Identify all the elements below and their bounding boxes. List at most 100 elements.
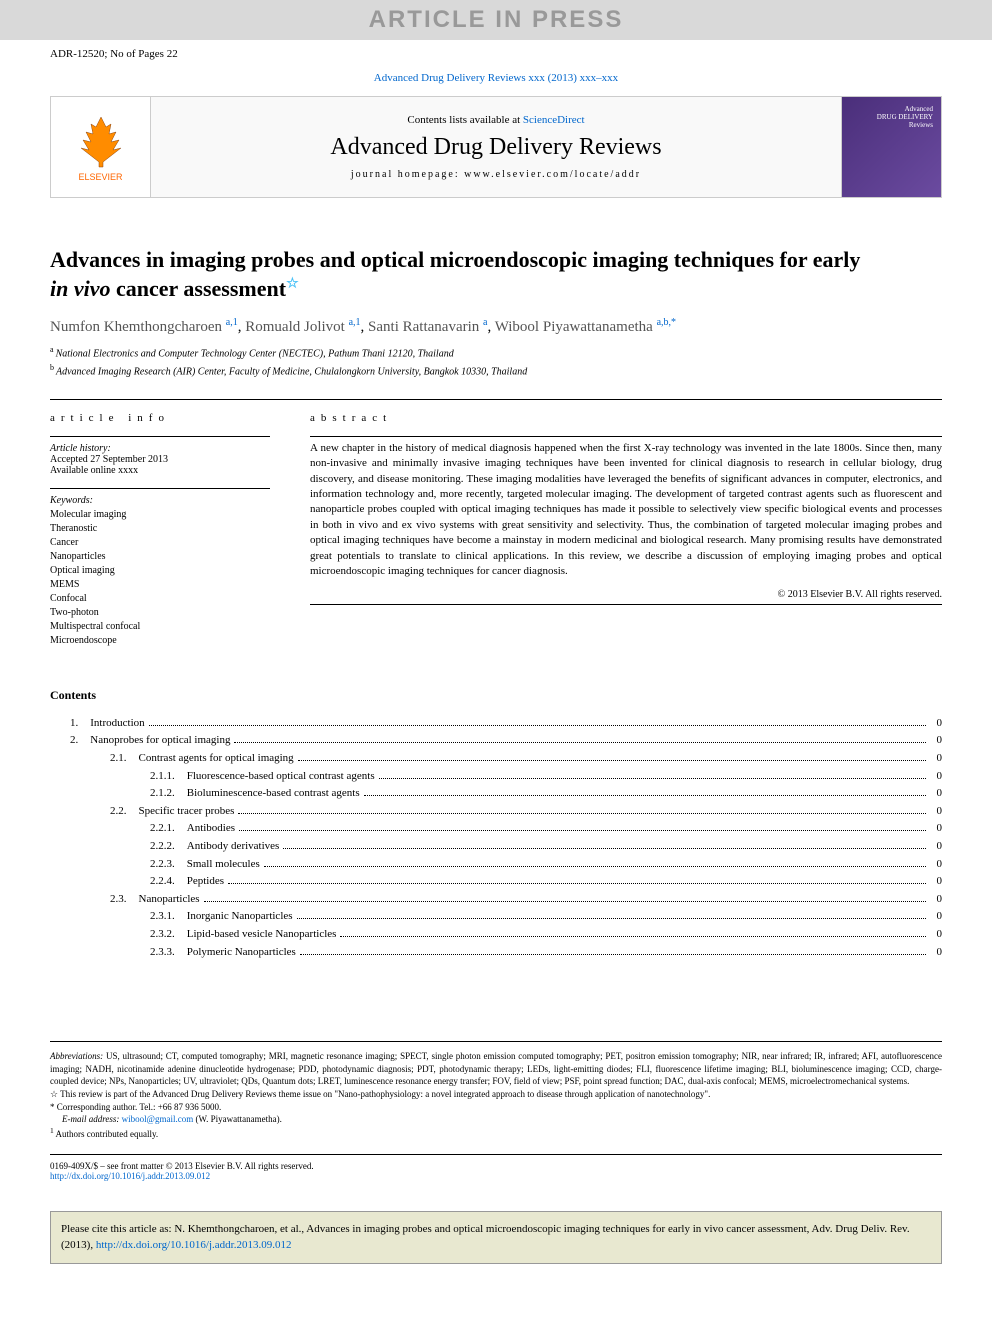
toc-dots bbox=[364, 795, 926, 796]
toc-title: Lipid-based vesicle Nanoparticles bbox=[187, 926, 337, 944]
toc-dots bbox=[228, 883, 926, 884]
toc-number: 2.3.2. bbox=[150, 926, 175, 944]
cite-doi-link[interactable]: http://dx.doi.org/10.1016/j.addr.2013.09… bbox=[96, 1239, 292, 1251]
toc-dots bbox=[283, 848, 926, 849]
toc-dots bbox=[234, 742, 926, 743]
toc-row[interactable]: 2.2.3. Small molecules 0 bbox=[50, 856, 942, 874]
toc-number: 2.3.1. bbox=[150, 908, 175, 926]
corresponding-note: * Corresponding author. Tel.: +66 87 936… bbox=[50, 1101, 942, 1114]
history-block: Article history: Accepted 27 September 2… bbox=[50, 436, 270, 476]
toc-dots bbox=[340, 936, 926, 937]
toc-row[interactable]: 2.Nanoprobes for optical imaging0 bbox=[50, 732, 942, 750]
toc-row[interactable]: 2.2.Specific tracer probes0 bbox=[50, 803, 942, 821]
toc-dots bbox=[297, 918, 926, 919]
toc-row[interactable]: 2.1.Contrast agents for optical imaging0 bbox=[50, 750, 942, 768]
abstract-copyright: © 2013 Elsevier B.V. All rights reserved… bbox=[310, 589, 942, 600]
toc-dots bbox=[239, 830, 926, 831]
footer-notes: Abbreviations: US, ultrasound; CT, compu… bbox=[50, 1041, 942, 1140]
toc-row[interactable]: 1.Introduction0 bbox=[50, 715, 942, 733]
table-of-contents: 1.Introduction02.Nanoprobes for optical … bbox=[50, 715, 942, 961]
affiliation: a National Electronics and Computer Tech… bbox=[50, 344, 942, 361]
author: Wibool Piyawattanametha a,b,* bbox=[495, 319, 676, 335]
keyword: Cancer bbox=[50, 536, 270, 550]
toc-page: 0 bbox=[930, 891, 942, 909]
header-row: ADR-12520; No of Pages 22 bbox=[0, 40, 992, 68]
toc-title: Small molecules bbox=[187, 856, 260, 874]
toc-row[interactable]: 2.3.Nanoparticles0 bbox=[50, 891, 942, 909]
abstract-sep-bottom bbox=[310, 604, 942, 605]
toc-number: 1. bbox=[70, 715, 78, 733]
contents-line: Contents lists available at ScienceDirec… bbox=[161, 114, 831, 126]
journal-center: Contents lists available at ScienceDirec… bbox=[151, 104, 841, 190]
keyword: MEMS bbox=[50, 578, 270, 592]
email-link[interactable]: wibool@gmail.com bbox=[122, 1114, 194, 1124]
citation-box: Please cite this article as: N. Khemthon… bbox=[50, 1211, 942, 1264]
banner-text: ARTICLE IN PRESS bbox=[369, 6, 624, 34]
toc-row[interactable]: 2.1.2.Bioluminescence-based contrast age… bbox=[50, 785, 942, 803]
toc-number: 2.1.1. bbox=[150, 768, 175, 786]
journal-cover-thumbnail[interactable]: Advanced DRUG DELIVERY Reviews bbox=[841, 97, 941, 197]
toc-row[interactable]: 2.1.1.Fluorescence-based optical contras… bbox=[50, 768, 942, 786]
toc-page: 0 bbox=[930, 785, 942, 803]
toc-number: 2.2.3. bbox=[150, 856, 175, 874]
elsevier-tree-icon bbox=[71, 112, 131, 172]
toc-title: Antibody derivatives bbox=[187, 838, 280, 856]
author: Santi Rattanavarin a bbox=[368, 319, 487, 335]
affiliations: a National Electronics and Computer Tech… bbox=[50, 344, 942, 379]
elsevier-label: ELSEVIER bbox=[78, 172, 122, 182]
abstract-sep bbox=[310, 436, 942, 437]
toc-number: 2.3.3. bbox=[150, 944, 175, 962]
toc-page: 0 bbox=[930, 926, 942, 944]
keyword: Multispectral confocal bbox=[50, 620, 270, 634]
toc-page: 0 bbox=[930, 873, 942, 891]
keyword: Molecular imaging bbox=[50, 508, 270, 522]
title-rest: cancer assessment bbox=[111, 276, 287, 301]
toc-page: 0 bbox=[930, 732, 942, 750]
toc-page: 0 bbox=[930, 820, 942, 838]
elsevier-logo[interactable]: ELSEVIER bbox=[51, 97, 151, 197]
citation-link[interactable]: Advanced Drug Delivery Reviews xxx (2013… bbox=[0, 68, 992, 88]
keyword: Theranostic bbox=[50, 522, 270, 536]
toc-title: Bioluminescence-based contrast agents bbox=[187, 785, 360, 803]
toc-number: 2.3. bbox=[110, 891, 127, 909]
online-date: Available online xxxx bbox=[50, 465, 270, 476]
author: Romuald Jolivot a,1 bbox=[245, 319, 360, 335]
equal-text: Authors contributed equally. bbox=[54, 1129, 158, 1139]
homepage-url: www.elsevier.com/locate/addr bbox=[464, 169, 641, 180]
doi-link[interactable]: http://dx.doi.org/10.1016/j.addr.2013.09… bbox=[50, 1171, 210, 1181]
email-note: E-mail address: wibool@gmail.com (W. Piy… bbox=[50, 1113, 942, 1126]
title-italic: in vivo bbox=[50, 276, 111, 301]
toc-title: Nanoprobes for optical imaging bbox=[90, 732, 230, 750]
toc-number: 2.2.2. bbox=[150, 838, 175, 856]
toc-page: 0 bbox=[930, 944, 942, 962]
keywords-label: Keywords: bbox=[50, 495, 270, 506]
keyword: Two-photon bbox=[50, 606, 270, 620]
toc-row[interactable]: 2.2.1.Antibodies0 bbox=[50, 820, 942, 838]
toc-row[interactable]: 2.3.1.Inorganic Nanoparticles0 bbox=[50, 908, 942, 926]
toc-page: 0 bbox=[930, 856, 942, 874]
review-note-text: This review is part of the Advanced Drug… bbox=[58, 1089, 710, 1099]
toc-row[interactable]: 2.2.4.Peptides0 bbox=[50, 873, 942, 891]
affiliation: b Advanced Imaging Research (AIR) Center… bbox=[50, 362, 942, 379]
sciencedirect-link[interactable]: ScienceDirect bbox=[523, 114, 585, 126]
abstract-label: abstract bbox=[310, 412, 942, 424]
author-sup: a bbox=[483, 317, 487, 328]
toc-row[interactable]: 2.3.2. Lipid-based vesicle Nanoparticles 0 bbox=[50, 926, 942, 944]
author-sup: a,b,* bbox=[657, 317, 676, 328]
abbrev-label: Abbreviations: bbox=[50, 1051, 103, 1061]
keywords-block: Keywords: Molecular imagingTheranosticCa… bbox=[50, 488, 270, 648]
toc-dots bbox=[264, 866, 926, 867]
abbrev-text: US, ultrasound; CT, computed tomography;… bbox=[50, 1051, 942, 1086]
toc-row[interactable]: 2.2.2.Antibody derivatives0 bbox=[50, 838, 942, 856]
accepted-date: Accepted 27 September 2013 bbox=[50, 454, 270, 465]
contents-prefix: Contents lists available at bbox=[407, 114, 522, 126]
homepage-prefix: journal homepage: bbox=[351, 169, 464, 180]
front-matter-copyright: 0169-409X/$ – see front matter © 2013 El… bbox=[50, 1154, 942, 1181]
toc-title: Specific tracer probes bbox=[139, 803, 235, 821]
article-body: Advances in imaging probes and optical m… bbox=[0, 206, 992, 1201]
toc-row[interactable]: 2.3.3.Polymeric Nanoparticles0 bbox=[50, 944, 942, 962]
homepage-line: journal homepage: www.elsevier.com/locat… bbox=[161, 169, 831, 180]
toc-title: Peptides bbox=[187, 873, 224, 891]
cover-text2: DRUG DELIVERY bbox=[850, 113, 933, 121]
toc-title: Antibodies bbox=[187, 820, 235, 838]
